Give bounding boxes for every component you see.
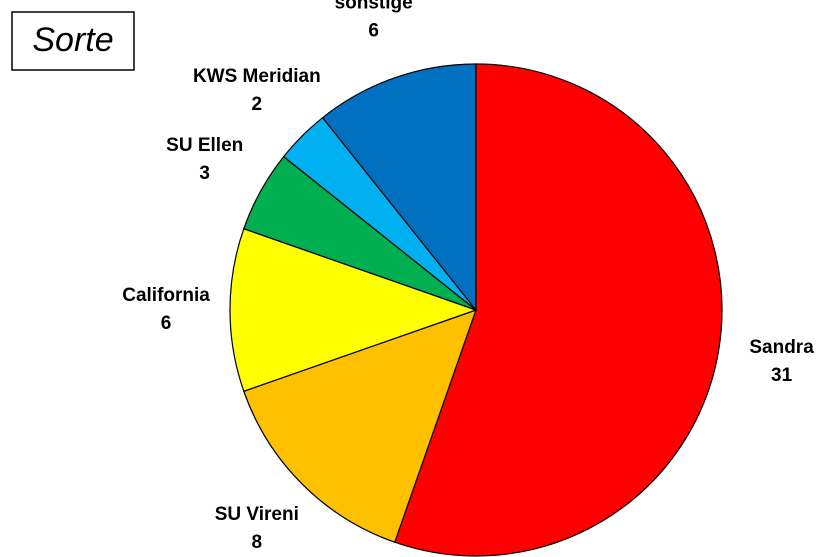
slice-label: California [122,285,210,306]
slice-label: sonstige [335,0,413,13]
slice-value: 8 [252,532,263,553]
pie-slice [243,309,477,543]
pie-slice [321,63,477,312]
slice-label: SU Vireni [215,504,299,525]
chart-title: Sorte [32,21,113,59]
pie-slice [229,227,478,393]
slice-label: SU Ellen [166,135,243,156]
title-box [11,11,135,71]
slice-value: 6 [368,20,379,41]
slice-value: 31 [771,365,793,386]
slice-value: 3 [199,163,210,184]
slice-value: 6 [161,313,172,334]
slice-label: KWS Meridian [193,66,321,87]
slice-label: Sandra [749,337,814,358]
slice-value: 2 [252,94,263,115]
